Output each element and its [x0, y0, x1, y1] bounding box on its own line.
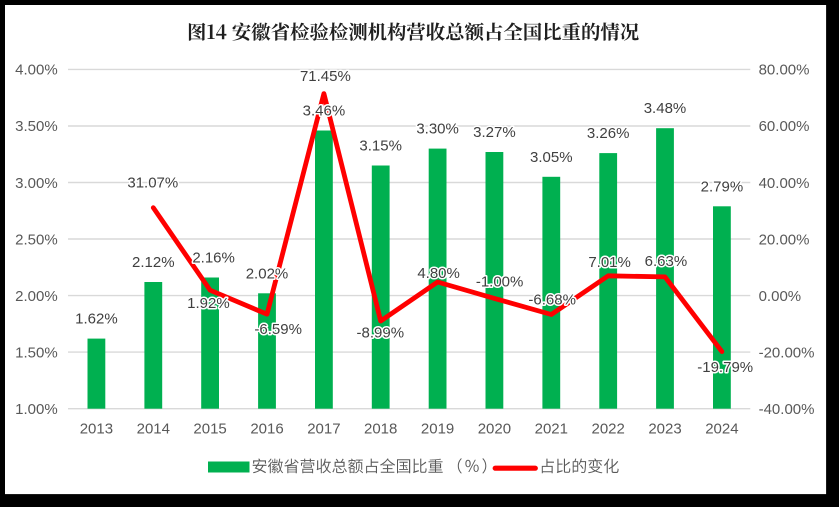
svg-text:3.15%: 3.15%	[359, 138, 402, 155]
svg-text:2016: 2016	[250, 421, 283, 438]
svg-text:-8.99%: -8.99%	[357, 325, 405, 342]
svg-text:2022: 2022	[592, 421, 625, 438]
svg-text:3.00%: 3.00%	[15, 175, 58, 192]
svg-text:2017: 2017	[307, 421, 340, 438]
svg-text:3.26%: 3.26%	[587, 125, 630, 142]
svg-text:1.62%: 1.62%	[75, 311, 118, 328]
svg-text:7.01%: 7.01%	[588, 254, 631, 271]
svg-text:1.92%: 1.92%	[187, 295, 230, 312]
svg-text:-20.00%: -20.00%	[759, 344, 815, 361]
svg-text:4.80%: 4.80%	[417, 265, 460, 282]
svg-text:0.00%: 0.00%	[759, 288, 802, 305]
svg-text:2.00%: 2.00%	[15, 288, 58, 305]
svg-text:20.00%: 20.00%	[759, 231, 810, 248]
svg-text:40.00%: 40.00%	[759, 175, 810, 192]
svg-text:2020: 2020	[478, 421, 511, 438]
svg-text:3.50%: 3.50%	[15, 118, 58, 135]
svg-text:1.00%: 1.00%	[15, 401, 58, 418]
svg-text:2.02%: 2.02%	[246, 265, 289, 282]
svg-text:-6.59%: -6.59%	[254, 321, 302, 338]
svg-text:2.50%: 2.50%	[15, 231, 58, 248]
svg-text:2023: 2023	[648, 421, 681, 438]
svg-text:2024: 2024	[705, 421, 738, 438]
svg-text:60.00%: 60.00%	[759, 118, 810, 135]
svg-text:31.07%: 31.07%	[127, 175, 178, 192]
svg-text:4.00%: 4.00%	[15, 62, 58, 79]
svg-text:2013: 2013	[80, 421, 113, 438]
svg-text:2.12%: 2.12%	[132, 254, 175, 271]
svg-text:-40.00%: -40.00%	[759, 401, 815, 418]
svg-text:3.30%: 3.30%	[416, 121, 459, 138]
svg-text:2018: 2018	[364, 421, 397, 438]
svg-text:2014: 2014	[137, 421, 170, 438]
svg-text:-1.00%: -1.00%	[476, 274, 524, 291]
svg-text:80.00%: 80.00%	[759, 62, 810, 79]
svg-text:-6.68%: -6.68%	[528, 291, 576, 308]
svg-text:-19.79%: -19.79%	[697, 359, 753, 376]
svg-text:2021: 2021	[535, 421, 568, 438]
svg-text:71.45%: 71.45%	[300, 68, 351, 85]
svg-text:2.79%: 2.79%	[701, 178, 744, 195]
svg-text:1.50%: 1.50%	[15, 344, 58, 361]
svg-text:2.16%: 2.16%	[192, 250, 235, 267]
svg-text:3.48%: 3.48%	[644, 100, 687, 117]
svg-text:3.46%: 3.46%	[303, 103, 346, 120]
svg-text:3.27%: 3.27%	[473, 124, 516, 141]
svg-text:2019: 2019	[421, 421, 454, 438]
svg-text:3.05%: 3.05%	[530, 149, 573, 166]
svg-text:6.63%: 6.63%	[645, 253, 688, 270]
svg-text:2015: 2015	[193, 421, 226, 438]
